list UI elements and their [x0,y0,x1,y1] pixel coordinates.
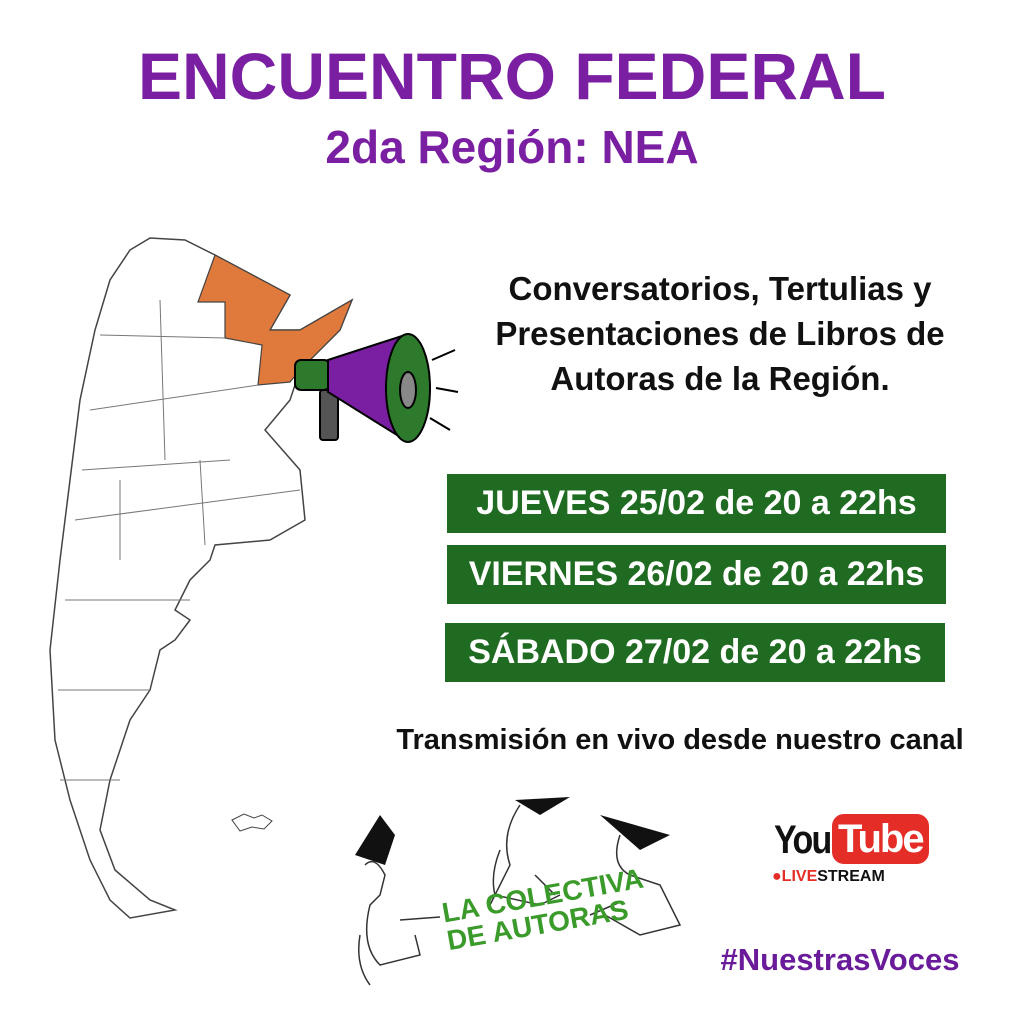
date-box-saturday: SÁBADO 27/02 de 20 a 22hs [445,623,945,682]
date-box-thursday: JUEVES 25/02 de 20 a 22hs [447,474,946,533]
argentina-map [49,237,354,919]
hair-shapes [355,797,670,865]
stream-text: STREAM [817,868,885,885]
province-borders [58,299,301,781]
description-line: Conversatorios, Tertulias y [508,270,932,307]
youtube-livestream-logo: You Tube ●LIVESTREAM [772,812,929,892]
poster-subtitle: 2da Región: NEA [325,121,699,173]
megaphone-icon [294,333,459,443]
livestream-label: ●LIVESTREAM [772,868,885,886]
live-dot-icon: ● [772,868,782,885]
poster-title: ENCUENTRO FEDERAL [137,39,886,113]
hashtag: #NuestrasVoces [720,942,960,977]
event-description: Conversatorios, Tertulias y Presentacion… [460,266,980,401]
description-line: Autoras de la Región. [550,360,890,397]
youtube-tube: Tube [832,814,929,864]
writers-illustration [355,797,682,986]
malvinas-islands [231,813,273,832]
broadcast-text: Transmisión en vivo desde nuestro canal [396,724,964,756]
date-box-friday: VIERNES 26/02 de 20 a 22hs [447,545,946,604]
live-text: LIVE [781,868,818,885]
youtube-you: You [774,818,832,862]
description-line: Presentaciones de Libros de [495,315,945,352]
